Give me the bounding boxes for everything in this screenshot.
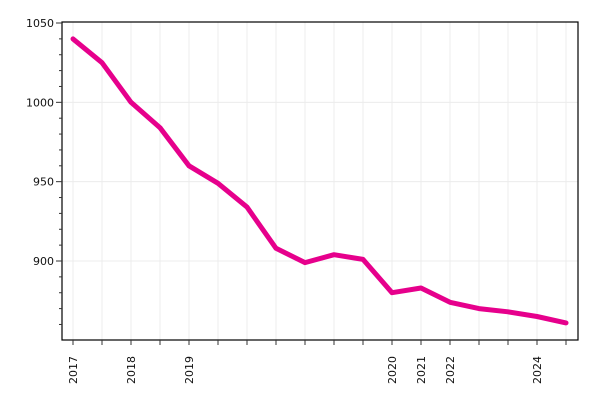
y-axis: 900 950 1000 1050	[26, 17, 62, 325]
x-axis: 2017 2018 2019 2020 2021 2022 2024	[67, 340, 567, 384]
x-tick-label: 2018	[125, 356, 138, 384]
x-tick-label: 2022	[444, 356, 457, 384]
gridlines	[62, 22, 578, 340]
x-tick-label: 2024	[531, 356, 544, 384]
y-tick-label: 1050	[26, 17, 54, 30]
y-tick-label: 1000	[26, 96, 54, 109]
x-tick-label: 2017	[67, 356, 80, 384]
data-line	[70, 36, 569, 326]
y-tick-label: 900	[33, 255, 54, 268]
x-tick-label: 2019	[183, 356, 196, 384]
y-tick-label: 950	[33, 176, 54, 189]
x-tick-label: 2021	[415, 356, 428, 384]
x-tick-label: 2020	[386, 356, 399, 384]
plot-frame	[61, 21, 579, 341]
